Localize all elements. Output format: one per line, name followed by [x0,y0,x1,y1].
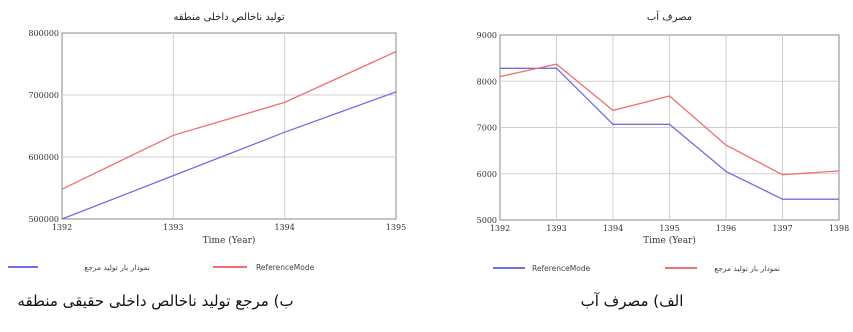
y-tick-label: 700000 [28,91,59,100]
y-tick-label: 800000 [28,29,59,38]
y-tick-label: 9000 [477,31,497,40]
x-tick-label: 1394 [274,223,294,232]
x-tick-label: 1395 [659,224,679,233]
plot-area [61,32,397,220]
x-tick-label: 1396 [716,224,736,233]
legend-entry: نمودار بار تولید مرجع [84,263,150,272]
x-tick-label: 1397 [772,224,792,233]
y-tick-label: 8000 [477,77,497,86]
y-tick-label: 7000 [477,124,497,133]
x-tick-label: 1393 [163,223,183,232]
y-tick-label: 500000 [28,215,59,224]
x-tick-label: 1394 [603,224,623,233]
caption-water: الف) مصرف آب [580,292,684,310]
x-axis-label: Time (Year) [643,235,696,246]
x-tick-label: 1393 [546,224,566,233]
x-tick-label: 1398 [829,224,849,233]
y-tick-label: 5000 [477,216,497,225]
y-tick-label: 600000 [28,153,59,162]
series-line-1 [499,63,840,176]
chart-title: تولید ناخالص داخلی منطقه [173,12,284,23]
legend-entry: ReferenceMode [532,264,591,273]
caption-gdp: ب) مرجع تولید ناخالص داخلی حقیقی منطقه [17,292,294,310]
series-line-0 [61,91,397,220]
x-tick-label: 1392 [52,223,72,232]
x-tick-label: 1395 [386,223,406,232]
x-tick-label: 1392 [490,224,510,233]
legend-entry: ReferenceMode [256,263,315,272]
y-tick-label: 6000 [477,170,497,179]
legend-entry: نمودار بار تولید مرجع [714,264,780,273]
x-axis-label: Time (Year) [203,235,256,246]
series-line-1 [61,51,397,190]
series-line-0 [500,67,839,200]
chart-title: مصرف آب [647,10,692,23]
